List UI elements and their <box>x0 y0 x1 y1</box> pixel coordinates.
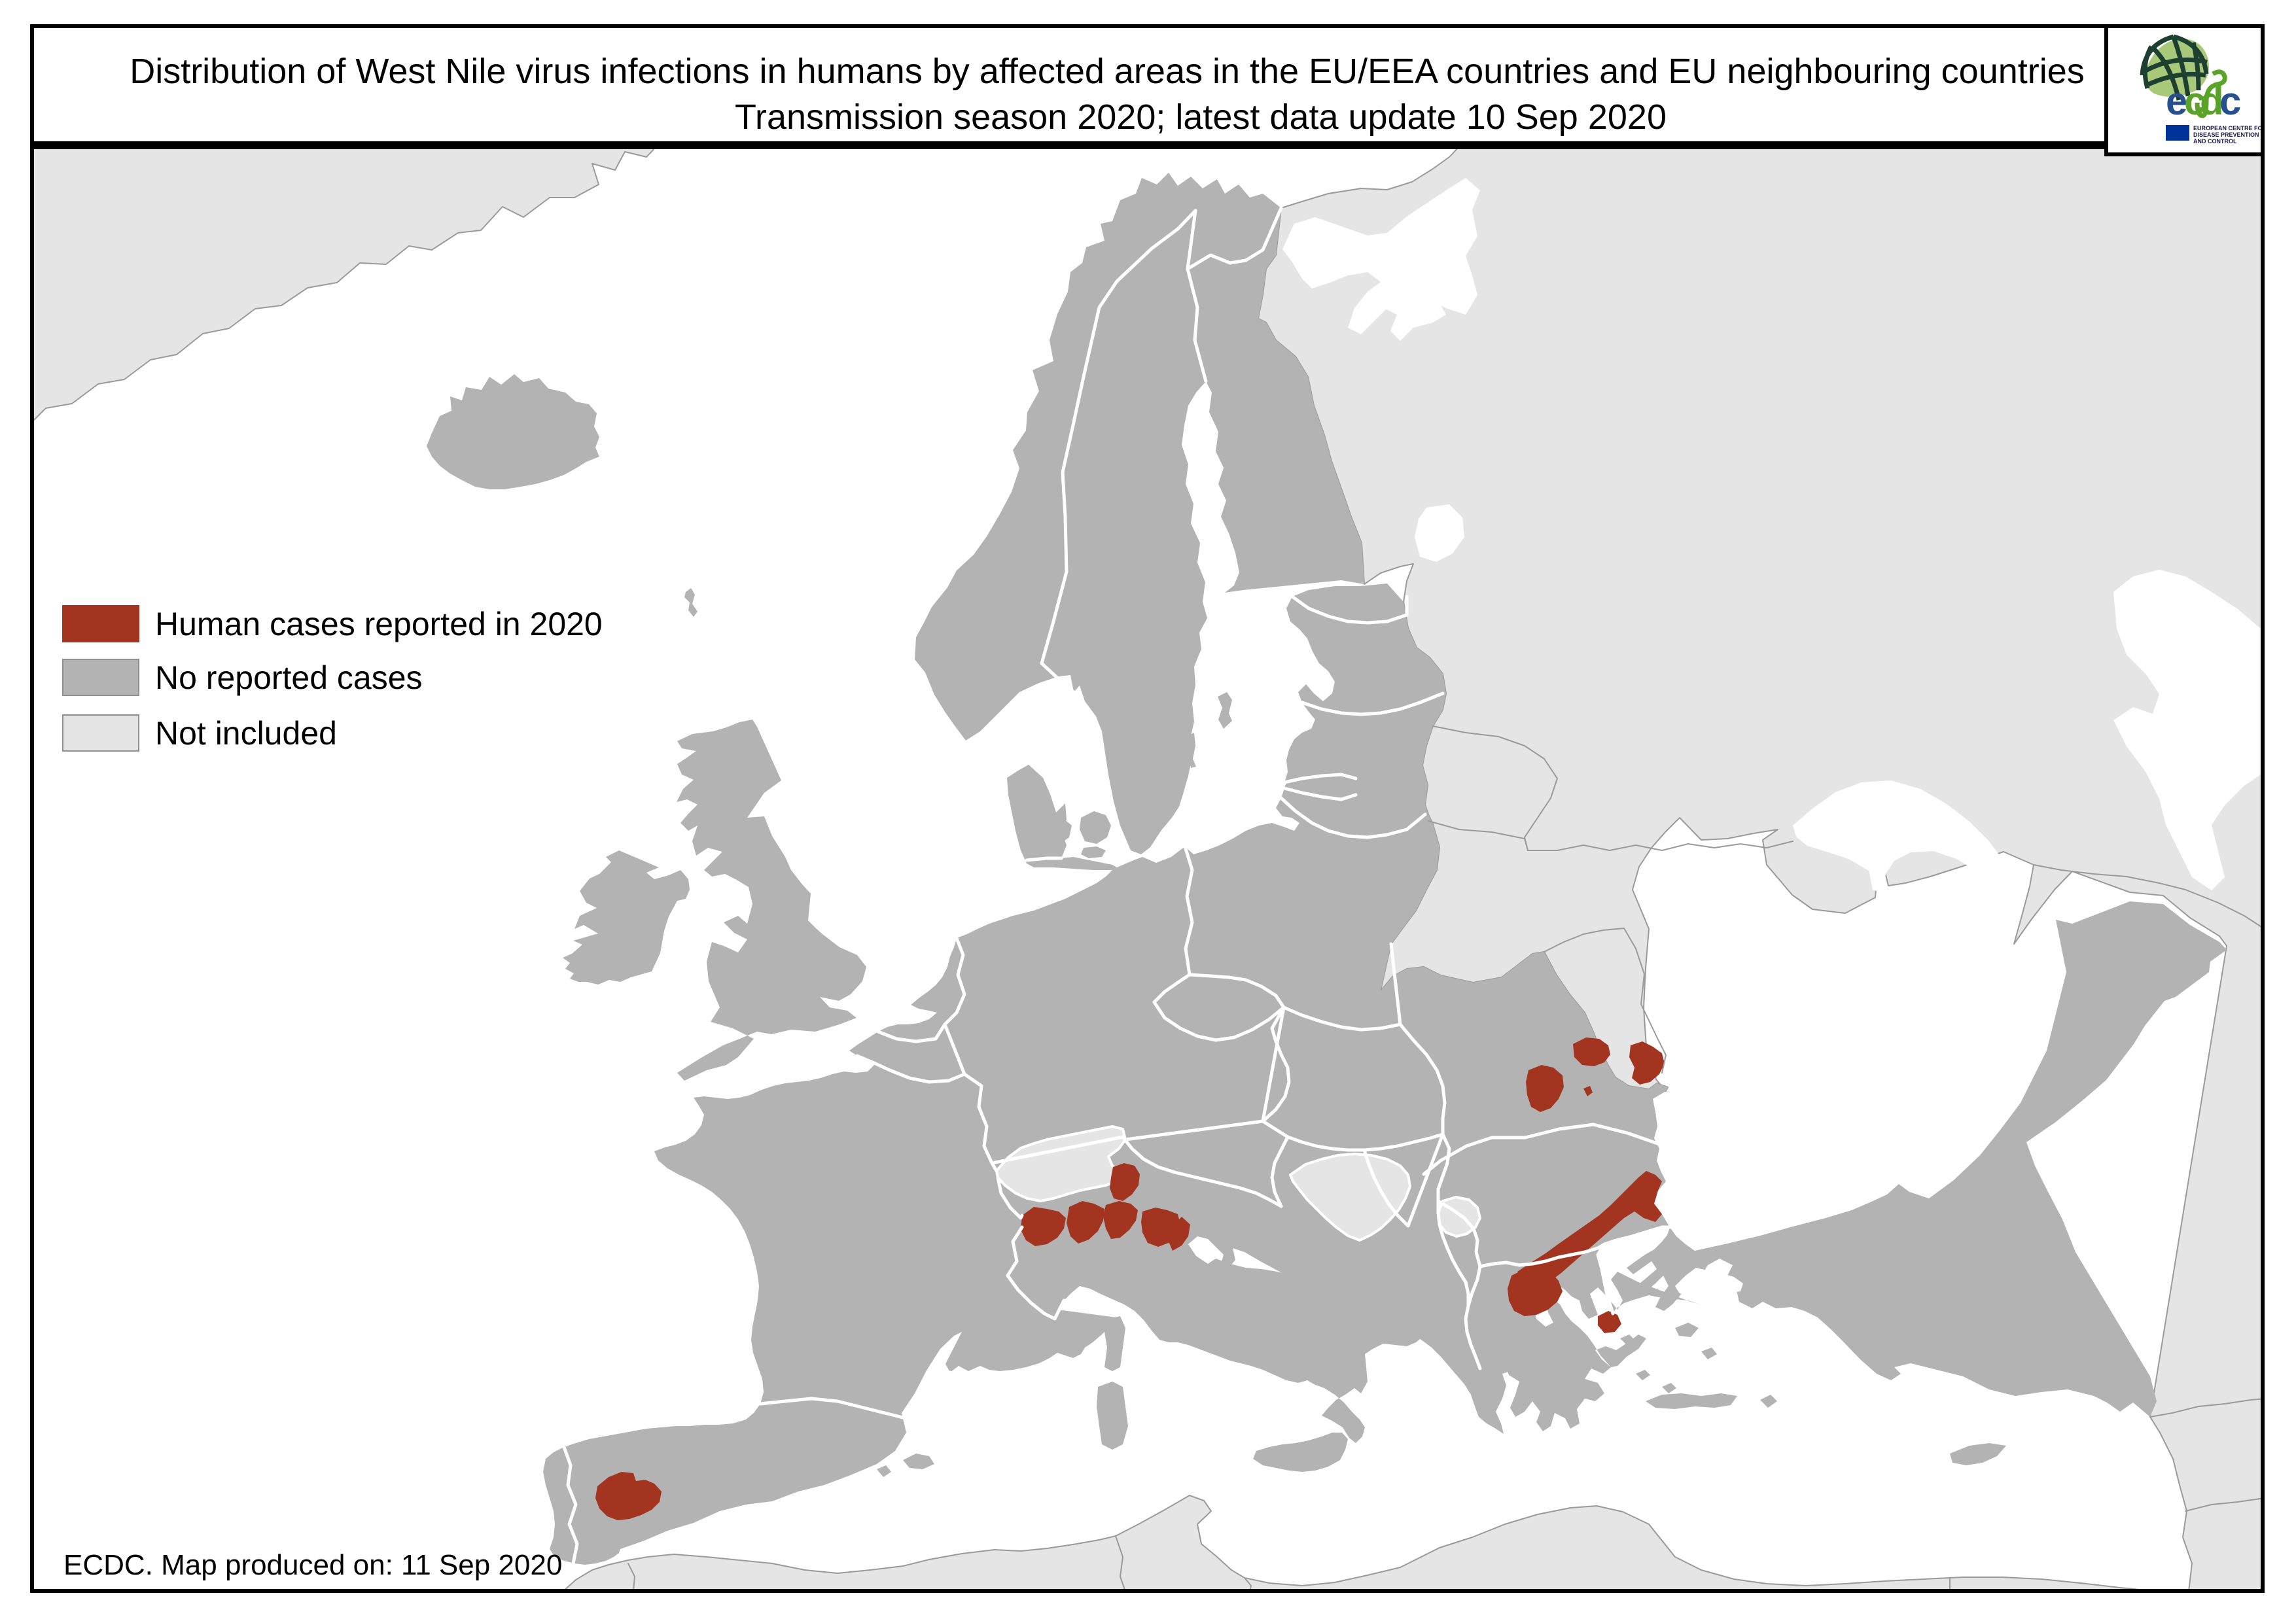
svg-text:e: e <box>2166 79 2187 123</box>
svg-text:DISEASE PREVENTION: DISEASE PREVENTION <box>2193 131 2259 138</box>
svg-text:c: c <box>2219 79 2241 123</box>
svg-text:d: d <box>2200 79 2224 123</box>
svg-text:AND CONTROL: AND CONTROL <box>2193 138 2237 145</box>
svg-text:EUROPEAN CENTRE FOR: EUROPEAN CENTRE FOR <box>2193 125 2261 131</box>
